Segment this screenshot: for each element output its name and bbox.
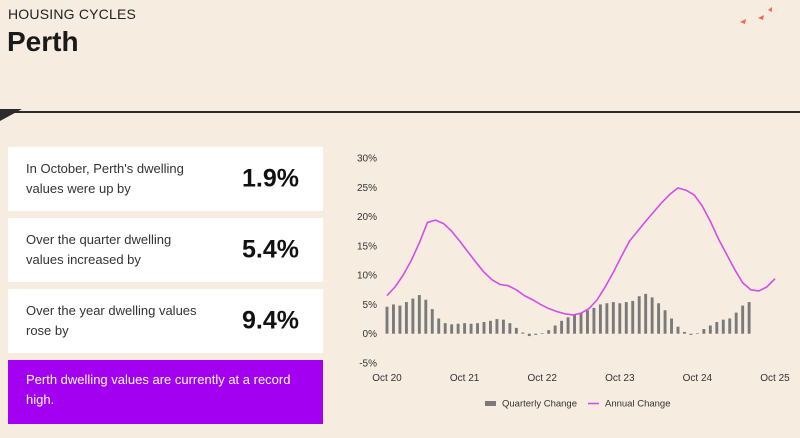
quarterly-change-bar xyxy=(495,319,499,334)
quarterly-change-bar xyxy=(508,323,512,334)
quarterly-change-bar xyxy=(624,302,628,334)
quarterly-change-bar xyxy=(605,303,609,334)
quarterly-change-bar xyxy=(650,297,654,334)
x-tick-label: Oct 23 xyxy=(605,373,635,384)
quarterly-change-bar xyxy=(553,325,557,334)
corner-decoration-icon xyxy=(740,7,772,24)
housing-cycle-chart: -5% 0% 5% 10% 15% 20% 25% 30% Oct 20 Oct 21 Oct 22… xyxy=(357,154,790,410)
quarterly-change-bar xyxy=(592,307,596,334)
stat-text-annual: Over the year dwelling values rose by xyxy=(26,303,197,338)
page-title: Perth xyxy=(7,26,79,57)
stat-text-monthly: In October, Perth's dwelling values were… xyxy=(26,161,184,196)
quarterly-change-bar xyxy=(586,310,589,334)
quarterly-change-bar xyxy=(430,309,434,334)
y-tick-label: 5% xyxy=(363,300,378,311)
quarterly-change-bar xyxy=(637,296,641,334)
quarterly-change-bar xyxy=(398,305,402,334)
quarterly-change-bar xyxy=(521,332,525,334)
quarterly-change-bar xyxy=(670,318,673,334)
quarterly-change-bar xyxy=(411,298,415,334)
quarterly-change-bar xyxy=(540,333,544,334)
quarterly-change-bar xyxy=(417,295,421,334)
x-tick-label: Oct 25 xyxy=(760,373,790,384)
quarterly-change-bar xyxy=(404,302,408,334)
stat-value-annual: 9.4% xyxy=(242,306,299,335)
quarterly-change-bar xyxy=(611,302,615,334)
quarterly-change-bar xyxy=(573,314,576,334)
quarterly-change-bar xyxy=(385,306,389,334)
y-tick-label: 20% xyxy=(357,212,377,223)
stat-card-monthly: In October, Perth's dwelling values were… xyxy=(8,147,323,211)
y-tick-label: 10% xyxy=(357,271,377,282)
quarterly-change-bar xyxy=(489,320,492,334)
quarterly-change-bar xyxy=(514,327,518,334)
quarterly-change-bar xyxy=(501,319,505,334)
quarterly-change-bar xyxy=(450,324,454,334)
stat-text-quarterly: Over the quarter dwelling values increas… xyxy=(26,232,172,267)
quarterly-change-bar xyxy=(579,312,583,334)
quarterly-change-bar xyxy=(676,326,680,334)
x-tick-label: Oct 24 xyxy=(683,373,713,384)
quarterly-change-bar xyxy=(560,320,564,334)
quarterly-change-bar xyxy=(695,333,699,334)
divider-notch xyxy=(0,109,22,121)
quarterly-change-bar xyxy=(476,323,479,334)
quarterly-change-bar xyxy=(708,325,712,334)
quarterly-change-bar xyxy=(469,323,473,334)
stat-value-quarterly: 5.4% xyxy=(242,235,299,264)
quarterly-change-bar xyxy=(715,322,719,334)
quarterly-change-bar xyxy=(721,319,725,334)
y-tick-label: 30% xyxy=(357,154,377,165)
quarterly-change-bar xyxy=(657,303,661,334)
header-divider xyxy=(0,111,800,113)
x-tick-label: Oct 21 xyxy=(450,373,480,384)
quarterly-change-bar xyxy=(618,303,622,334)
quarterly-change-bar xyxy=(747,302,751,334)
quarterly-change-bar xyxy=(728,318,732,334)
annual-change-line xyxy=(386,187,776,316)
quarterly-change-bar xyxy=(482,322,486,334)
y-tick-label: 25% xyxy=(357,183,377,194)
quarterly-change-bar xyxy=(437,318,441,334)
stat-card-quarterly: Over the quarter dwelling values increas… xyxy=(8,218,323,282)
quarterly-change-bar xyxy=(463,323,467,334)
quarterly-change-bar xyxy=(644,293,648,334)
quarterly-change-bar xyxy=(689,333,693,335)
quarterly-change-bar xyxy=(702,329,706,334)
quarterly-change-bar xyxy=(392,304,395,334)
quarterly-change-bar xyxy=(683,331,686,334)
record-high-banner: Perth dwelling values are currently at a… xyxy=(8,360,323,424)
stat-value-monthly: 1.9% xyxy=(242,164,299,193)
x-tick-label: Oct 20 xyxy=(372,373,402,384)
quarterly-change-bar xyxy=(741,305,745,334)
quarterly-change-bar xyxy=(527,333,531,337)
legend-quarterly-swatch xyxy=(485,401,496,406)
quarterly-change-bar xyxy=(631,300,635,334)
section-eyebrow: HOUSING CYCLES xyxy=(8,6,137,22)
quarterly-change-bar xyxy=(456,323,460,334)
y-tick-label: -5% xyxy=(359,359,377,370)
quarterly-change-bar xyxy=(566,317,570,334)
quarterly-change-bar xyxy=(547,330,551,334)
y-tick-label: 0% xyxy=(363,329,378,340)
stat-card-annual: Over the year dwelling values rose by 9.… xyxy=(8,289,323,353)
quarterly-change-bar xyxy=(734,312,738,334)
x-tick-label: Oct 22 xyxy=(527,373,557,384)
quarterly-change-bar xyxy=(534,333,538,335)
legend-quarterly-label: Quarterly Change xyxy=(502,399,577,410)
quarterly-change-bar xyxy=(663,310,667,334)
quarterly-change-bar xyxy=(424,299,428,334)
quarterly-change-bar xyxy=(443,323,447,334)
legend-annual-label: Annual Change xyxy=(605,399,671,410)
y-tick-label: 15% xyxy=(357,241,377,252)
quarterly-change-bar xyxy=(598,304,602,334)
